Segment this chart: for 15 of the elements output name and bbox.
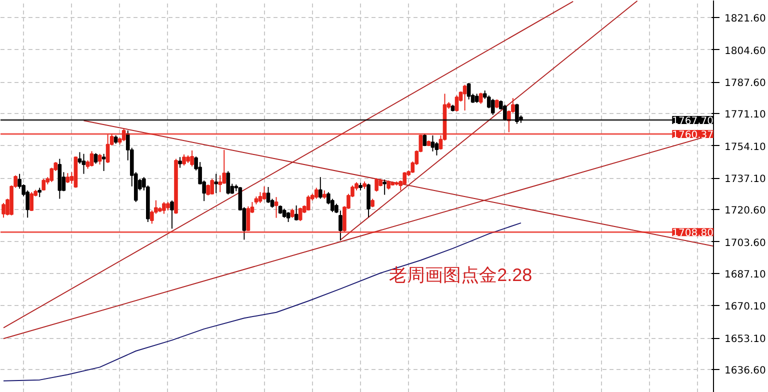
y-tick-label: 1653.10 xyxy=(724,334,766,346)
y-tick-label: 1703.60 xyxy=(724,238,766,249)
y-tick-label: 1737.10 xyxy=(724,174,766,186)
y-tick-label: 1754.10 xyxy=(724,142,766,153)
annotation: 老周画图点金2.28 xyxy=(389,264,532,285)
y-tick-label: 1670.10 xyxy=(724,302,766,313)
y-tick-label: 1787.60 xyxy=(724,78,766,90)
y-tick-label: 1821.60 xyxy=(724,13,766,24)
ref-line-label: 1767.70 xyxy=(672,116,714,128)
y-tick-label: 1720.60 xyxy=(724,206,766,217)
y-tick-label: 1771.10 xyxy=(724,110,766,121)
y-tick-label: 1636.60 xyxy=(724,365,766,376)
y-tick-label: 1804.60 xyxy=(724,46,766,57)
y-tick-label: 1687.10 xyxy=(724,269,766,280)
ref-line-label: 1760.37 xyxy=(672,130,714,141)
